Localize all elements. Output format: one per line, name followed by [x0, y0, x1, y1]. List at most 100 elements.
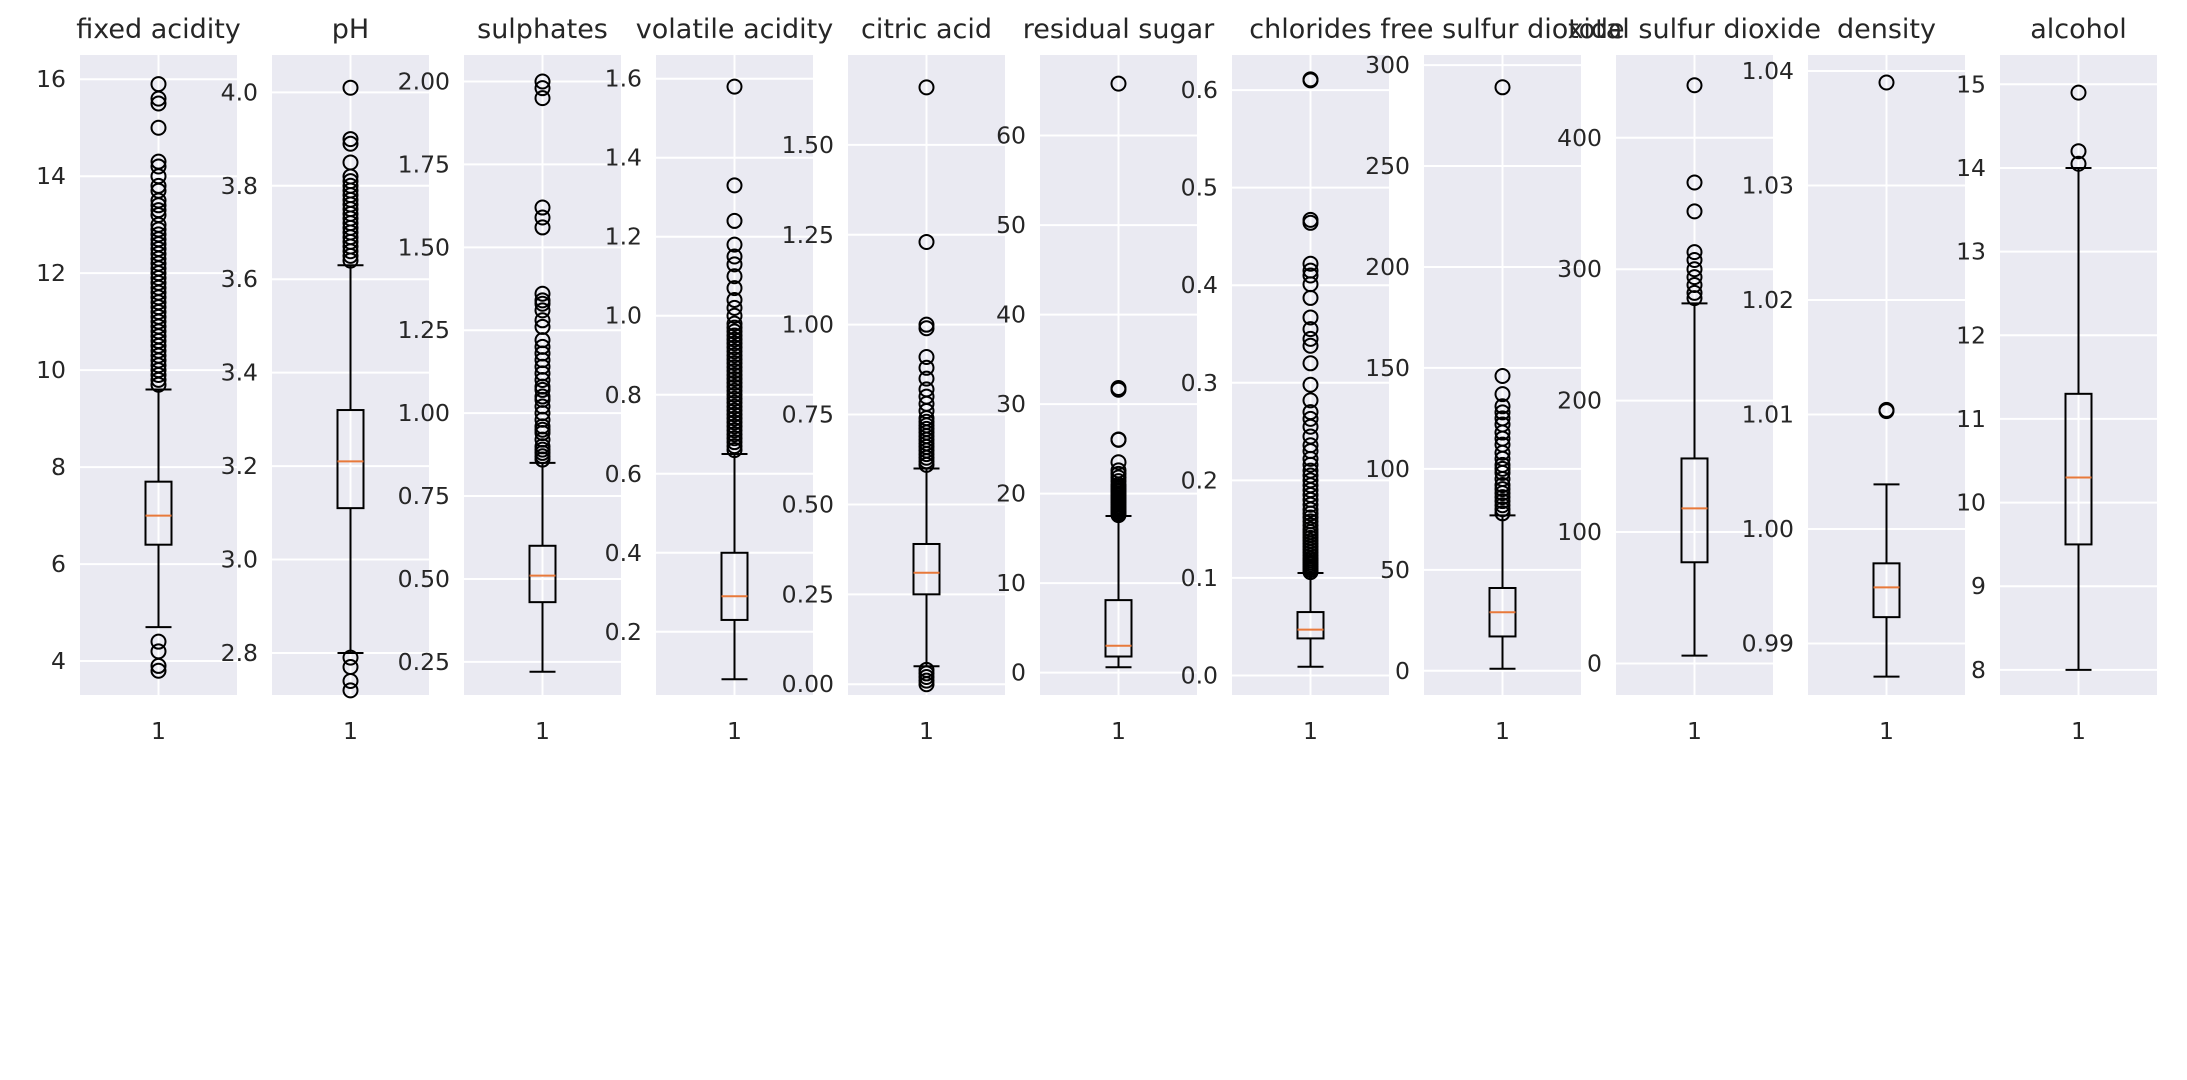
outlier-point — [1494, 398, 1511, 415]
outlier-point — [150, 119, 167, 136]
outlier-point — [918, 349, 935, 366]
y-tick-label: 1.00 — [782, 311, 834, 339]
outlier-point — [342, 649, 359, 666]
outlier-point — [534, 219, 551, 236]
outlier-point — [342, 154, 359, 171]
outlier-point — [1686, 203, 1703, 220]
outlier-point — [150, 95, 167, 112]
y-tick-label: 100 — [1365, 455, 1410, 483]
y-tick-label: 0 — [1395, 657, 1410, 685]
outlier-point — [1302, 517, 1319, 534]
outlier-point — [726, 177, 743, 194]
outlier-point — [726, 442, 743, 459]
y-tick-label: 0.00 — [782, 670, 834, 698]
y-tick-label: 0.50 — [782, 490, 834, 518]
outlier-point — [726, 382, 743, 399]
outlier-point — [1302, 71, 1319, 88]
y-tick-label: 1.25 — [782, 221, 834, 249]
outlier-point — [534, 398, 551, 415]
y-tick-label: 11 — [1956, 405, 1986, 433]
outlier-point — [150, 158, 167, 175]
y-tick-label: 1.2 — [605, 223, 642, 251]
outlier-point — [1302, 355, 1319, 372]
box — [144, 480, 173, 546]
outlier-point — [726, 327, 743, 344]
outlier-point — [726, 339, 743, 356]
outlier-point — [1302, 404, 1319, 421]
outlier-point — [726, 426, 743, 443]
outlier-point — [1686, 269, 1703, 286]
outlier-point — [726, 78, 743, 95]
outlier-point — [1302, 255, 1319, 272]
y-tick-label: 10 — [36, 356, 66, 384]
y-tick-label: 50 — [996, 211, 1026, 239]
outlier-point — [726, 410, 743, 427]
outlier-point — [150, 643, 167, 660]
y-tick-label: 0.1 — [1181, 564, 1218, 592]
outlier-point — [1302, 262, 1319, 279]
outlier-point — [918, 381, 935, 398]
outlier-point — [726, 438, 743, 455]
y-tick-label: 1.50 — [782, 131, 834, 159]
y-tick-label: 0 — [1011, 659, 1026, 687]
y-tick-label: 60 — [996, 122, 1026, 150]
x-tick-label: 1 — [1879, 717, 1894, 745]
outlier-point — [534, 302, 551, 319]
outlier-point — [726, 256, 743, 273]
outlier-point — [342, 173, 359, 190]
outlier-point — [1302, 309, 1319, 326]
outlier-point — [1302, 467, 1319, 484]
y-tick-label: 1.03 — [1742, 172, 1794, 200]
panel-title: alcohol — [2030, 14, 2127, 45]
outlier-point — [726, 307, 743, 324]
outlier-point — [534, 209, 551, 226]
y-tick-label: 400 — [1557, 124, 1602, 152]
outlier-point — [726, 315, 743, 332]
outlier-point — [1494, 410, 1511, 427]
y-tick-label: 15 — [1956, 70, 1986, 98]
outlier-point — [1494, 505, 1511, 522]
outlier-point — [1494, 481, 1511, 498]
panel-title: total sulfur dioxide — [1568, 14, 1821, 45]
x-tick-label: 1 — [1303, 717, 1318, 745]
outlier-point — [1302, 267, 1319, 284]
x-tick-label: 1 — [151, 717, 166, 745]
outlier-point — [918, 661, 935, 678]
panel-title: residual sugar — [1023, 14, 1215, 45]
outlier-point — [726, 291, 743, 308]
outlier-point — [1494, 501, 1511, 518]
y-tick-label: 300 — [1365, 51, 1410, 79]
outlier-point — [1302, 462, 1319, 479]
outlier-point — [534, 80, 551, 97]
outlier-point — [1494, 477, 1511, 494]
outlier-point — [726, 378, 743, 395]
outlier-point — [150, 662, 167, 679]
outlier-point — [726, 394, 743, 411]
outlier-point — [342, 177, 359, 194]
y-tick-label: 1.4 — [605, 144, 642, 172]
y-tick-label: 2.8 — [221, 639, 258, 667]
y-tick-label: 2.00 — [398, 68, 450, 96]
outlier-point — [150, 76, 167, 93]
y-tick-label: 200 — [1557, 387, 1602, 415]
outlier-point — [726, 386, 743, 403]
y-tick-label: 13 — [1956, 238, 1986, 266]
y-tick-label: 3.6 — [221, 265, 258, 293]
outlier-point — [1494, 404, 1511, 421]
y-tick-label: 4 — [51, 647, 66, 675]
outlier-point — [726, 406, 743, 423]
outlier-point — [1494, 489, 1511, 506]
outlier-point — [726, 430, 743, 447]
x-tick-label: 1 — [343, 717, 358, 745]
outlier-point — [726, 374, 743, 391]
outlier-point — [726, 319, 743, 336]
outlier-point — [1686, 284, 1703, 301]
outlier-point — [726, 422, 743, 439]
box — [912, 542, 941, 596]
outlier-point — [726, 347, 743, 364]
panel-title: sulphates — [477, 14, 608, 45]
outlier-point — [342, 135, 359, 152]
y-tick-label: 0.2 — [1181, 466, 1218, 494]
outlier-point — [1302, 437, 1319, 454]
